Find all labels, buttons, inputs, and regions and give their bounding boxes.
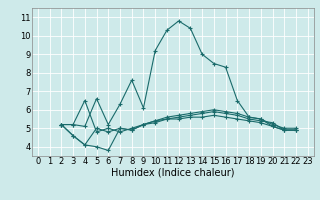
X-axis label: Humidex (Indice chaleur): Humidex (Indice chaleur) [111, 168, 235, 178]
